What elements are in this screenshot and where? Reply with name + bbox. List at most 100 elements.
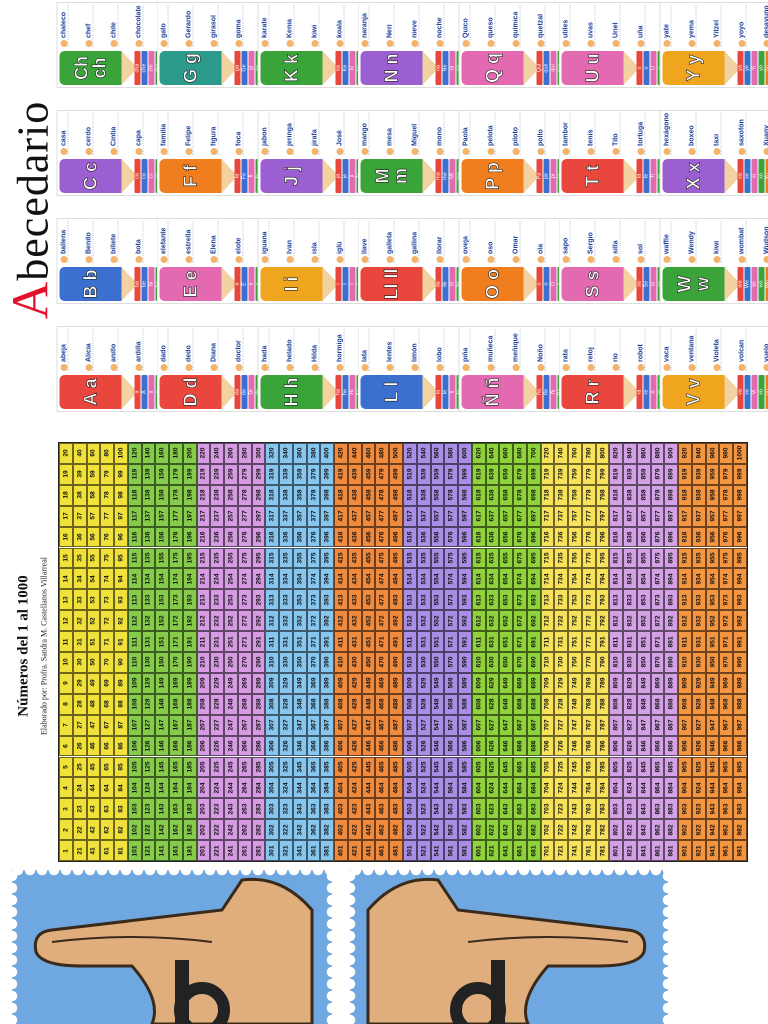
number-cell: 183 [182,798,197,820]
number-cell: 252 [224,610,238,632]
number-cell: 536 [416,526,431,548]
number-cell: 533 [416,589,431,611]
number-cell: 137 [141,505,156,527]
word: ardilla [135,329,143,371]
number-cell: 554 [430,568,445,590]
number-cell: 624 [485,777,500,799]
syllable: va [737,375,743,409]
number-cell: 574 [444,568,459,590]
number-cell: 543 [430,798,445,820]
number-cell: 528 [416,693,431,715]
numbers-grid: 1 2 3 4 5 6 7 8 9 10 11 12 13 14 15 16 17 18 19 20 21 22 23 24 2… [58,442,748,862]
number-cell: 230 [210,652,225,673]
number-cell: 677 [513,505,527,527]
syllable: ba [134,267,140,301]
number-cell: 607 [471,714,486,736]
word-list: iguanaIvanislaiglúiman [261,221,369,263]
number-cell: 685 [526,756,541,778]
syllable: Vi [751,375,757,409]
number-cell: 300 [251,443,266,464]
number-cell: 458 [361,484,376,506]
number-cell: 1000 [733,443,747,464]
number-cell: 527 [416,714,431,736]
number-cell: 444 [361,777,376,799]
number-cell: 953 [705,589,720,611]
number-cell: 248 [224,693,238,715]
number-cell: 368 [306,693,321,715]
number-cell: 652 [499,610,514,632]
number-cell: 146 [155,735,170,757]
number-cell: 70 [100,652,115,673]
number-cell: 544 [430,777,445,799]
number-cell: 731 [554,631,569,652]
number-cell: 581 [458,840,472,861]
number-cell: 646 [499,735,514,757]
word: boxeo [688,113,696,155]
number-cell: 525 [416,756,431,778]
word: sol [637,221,646,263]
number-cell: 603 [471,798,486,820]
number-cell: 357 [292,505,307,527]
number-cell: 240 [210,443,225,464]
number-cell: 707 [540,714,555,736]
word: pelota [487,113,495,155]
number-cell: 216 [196,526,211,548]
number-cell: 398 [320,484,335,506]
number-cell: 772 [581,610,596,632]
number-cell: 91 [114,631,128,652]
number-cell: 572 [444,610,459,632]
number-cell: 29 [72,672,87,694]
number-cell: 926 [691,735,706,757]
word: Yitzel [713,5,721,47]
word: Kenia [286,5,294,47]
number-cell: 872 [650,610,665,632]
number-cell: 82 [114,819,128,841]
number-cell: 663 [513,798,527,820]
syllable: We [744,267,750,301]
number-cell: 284 [251,777,266,799]
number-cell: 155 [155,547,170,569]
number-cell: 315 [265,547,280,569]
number-cell: 198 [182,484,197,506]
number-cell: 411 [334,631,348,652]
number-cell: 141 [155,840,170,861]
number-cell: 498 [389,484,403,506]
number-cell: 279 [237,463,252,485]
number-cell: 559 [430,463,445,485]
word: Wendy [688,221,696,263]
number-cell: 814 [609,568,624,590]
number-cell: 407 [334,714,348,736]
word: Alicia [85,329,93,371]
number-cell: 410 [334,652,348,673]
number-cell: 994 [733,568,747,590]
number-cell: 21 [72,840,87,861]
number-cell: 609 [471,672,486,694]
number-cell: 656 [499,526,514,548]
syllable: ña [536,375,542,409]
number-cell: 122 [141,819,156,841]
number-cell: 55 [86,547,101,569]
number-cell: 728 [554,693,569,715]
number-cell: 778 [581,484,596,506]
number-cell: 674 [513,568,527,590]
number-cell: 969 [719,672,734,694]
word: nieve [411,5,420,47]
number-cell: 30 [72,652,87,673]
number-cell: 96 [114,526,128,548]
syllable: ye [744,51,750,85]
number-cell: 193 [182,589,197,611]
number-cell: 46 [86,735,101,757]
number-cell: 28 [72,693,87,715]
number-cell: 539 [416,463,431,485]
word: robot [637,329,646,371]
word: Hilda [311,329,319,371]
word: Gerardo [185,5,194,47]
number-cell: 66 [100,735,115,757]
number-cell: 90 [114,652,128,673]
syllable: fi [248,159,255,193]
number-cell: 195 [182,547,197,569]
number-cell: 703 [540,798,555,820]
word: Benito [85,221,93,263]
number-cell: 74 [100,568,115,590]
number-cell: 329 [279,672,293,694]
